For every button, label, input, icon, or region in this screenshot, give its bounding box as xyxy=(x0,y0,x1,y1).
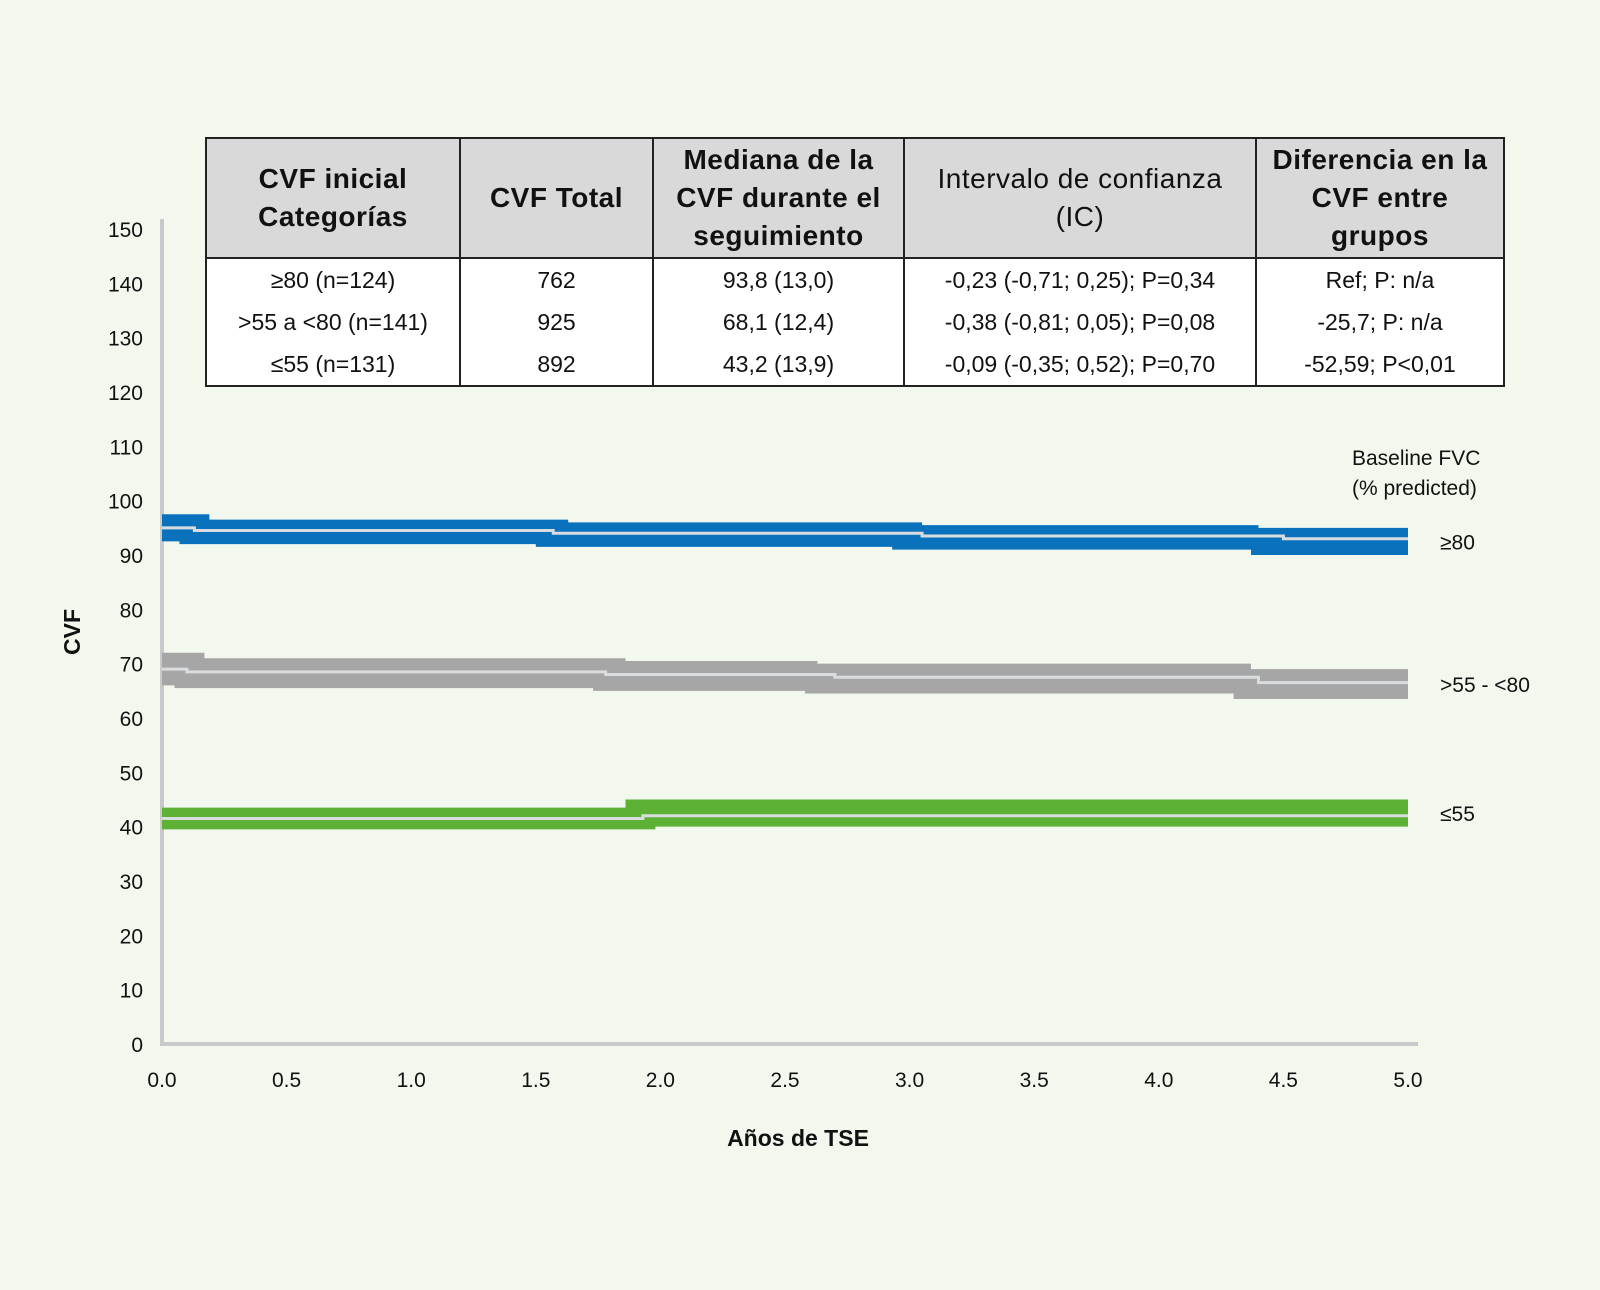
y-tick-label: 10 xyxy=(120,980,143,1003)
header-total-cvf: CVF Total xyxy=(459,137,654,259)
table-cell: -25,7; P: n/a xyxy=(1255,301,1505,343)
y-tick-label: 80 xyxy=(120,599,143,622)
y-tick-label: 130 xyxy=(108,328,143,351)
y-tick-label: 0 xyxy=(131,1034,143,1057)
table-cell: -52,59; P<0,01 xyxy=(1255,343,1505,386)
x-axis: 0.0 0.5 1.0 1.5 2.0 2.5 3.0 3.5 4.0 4.5 5.0 xyxy=(147,1042,1423,1092)
table-header-row: CVF inicial Categorías CVF Total Mediana… xyxy=(205,137,1505,259)
y-tick-label: 20 xyxy=(120,925,143,948)
table-cell: Ref; P: n/a xyxy=(1255,258,1505,301)
y-tick-label: 40 xyxy=(120,817,143,840)
table-cell: 892 xyxy=(459,343,654,386)
series-label: ≥80 xyxy=(1440,531,1475,554)
header-initial-category: CVF inicial Categorías xyxy=(205,137,461,259)
series-layer xyxy=(162,514,1408,830)
table-row: >55 a <80 (n=141) 925 68,1 (12,4) -0,38 … xyxy=(205,301,1505,343)
x-tick-label: 3.0 xyxy=(895,1069,924,1092)
x-tick-label: 5.0 xyxy=(1393,1069,1422,1092)
legend-title: Baseline FVC (% predicted) xyxy=(1352,447,1480,500)
table-cell: -0,38 (-0,81; 0,05); P=0,08 xyxy=(903,301,1257,343)
table-cell: 762 xyxy=(459,258,654,301)
mean-line xyxy=(162,667,1408,685)
x-tick-label: 2.5 xyxy=(770,1069,799,1092)
table-row: ≥80 (n=124) 762 93,8 (13,0) -0,23 (-0,71… xyxy=(205,258,1505,301)
summary-table: CVF inicial Categorías CVF Total Mediana… xyxy=(205,137,1505,387)
y-tick-label: 140 xyxy=(108,273,143,296)
table-cell: 925 xyxy=(459,301,654,343)
x-tick-label: 0.0 xyxy=(147,1069,176,1092)
series-0 xyxy=(162,514,1408,555)
series-2 xyxy=(162,799,1408,830)
series-1 xyxy=(162,652,1408,699)
mean-line xyxy=(162,526,1408,541)
mean-line xyxy=(162,814,1408,821)
x-tick-label: 0.5 xyxy=(272,1069,301,1092)
series-label: ≤55 xyxy=(1440,803,1475,826)
y-axis: 0 10 20 30 40 50 60 70 80 90 100 110 120 130 140 150 xyxy=(108,219,164,1057)
table-row: ≤55 (n=131) 892 43,2 (13,9) -0,09 (-0,35… xyxy=(205,343,1505,386)
header-confidence-interval: Intervalo de confianza (IC) xyxy=(903,137,1257,259)
x-tick-label: 4.0 xyxy=(1144,1069,1173,1092)
y-tick-label: 120 xyxy=(108,382,143,405)
header-group-difference: Diferencia en la CVF entre grupos xyxy=(1255,137,1505,259)
header-median-cvf: Mediana de la CVF durante el seguimiento xyxy=(652,137,905,259)
table-cell: 93,8 (13,0) xyxy=(652,258,905,301)
table-cell: -0,23 (-0,71; 0,25); P=0,34 xyxy=(903,258,1257,301)
y-tick-label: 90 xyxy=(120,545,143,568)
y-tick-label: 70 xyxy=(120,654,143,677)
series-label: >55 - <80 xyxy=(1440,674,1530,697)
table-cell: 43,2 (13,9) xyxy=(652,343,905,386)
y-axis-title: CVF xyxy=(59,609,85,655)
y-tick-label: 100 xyxy=(108,491,143,514)
y-tick-label: 150 xyxy=(108,219,143,242)
x-tick-label: 4.5 xyxy=(1269,1069,1298,1092)
y-tick-label: 60 xyxy=(120,708,143,731)
table-cell: ≤55 (n=131) xyxy=(205,343,461,386)
x-tick-label: 1.5 xyxy=(521,1069,550,1092)
x-axis-title: Años de TSE xyxy=(727,1125,869,1151)
table-cell: -0,09 (-0,35; 0,52); P=0,70 xyxy=(903,343,1257,386)
table-cell: >55 a <80 (n=141) xyxy=(205,301,461,343)
y-tick-label: 50 xyxy=(120,762,143,785)
series-labels: ≥80 >55 - <80 ≤55 xyxy=(1440,531,1530,826)
x-tick-label: 3.5 xyxy=(1020,1069,1049,1092)
table-cell: 68,1 (12,4) xyxy=(652,301,905,343)
y-tick-label: 110 xyxy=(110,436,143,459)
x-tick-label: 2.0 xyxy=(646,1069,675,1092)
x-tick-label: 1.0 xyxy=(397,1069,426,1092)
table-cell: ≥80 (n=124) xyxy=(205,258,461,301)
y-tick-label: 30 xyxy=(120,871,143,894)
